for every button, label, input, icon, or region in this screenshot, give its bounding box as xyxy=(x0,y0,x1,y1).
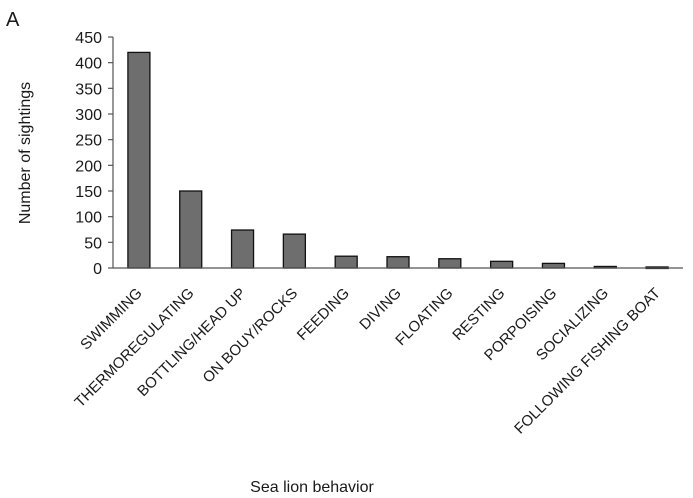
bar xyxy=(489,260,514,269)
panel-letter: A xyxy=(6,9,20,31)
y-tick-label: 250 xyxy=(75,133,102,150)
bar xyxy=(541,262,566,269)
y-axis-ticks: 0 50 100 150 200 250 300 350 400 450 xyxy=(75,30,113,278)
x-category-label: ON BOUY/ROCKS xyxy=(200,285,302,387)
bar xyxy=(127,51,151,269)
y-tick-label: 450 xyxy=(75,30,102,47)
bar xyxy=(438,258,462,269)
y-tick-label: 350 xyxy=(75,81,102,98)
y-tick-label: 400 xyxy=(75,56,102,73)
y-tick-label: 300 xyxy=(75,107,102,124)
y-tick-label: 150 xyxy=(75,184,102,201)
bar xyxy=(230,229,255,269)
bar xyxy=(282,233,307,269)
y-tick-label: 0 xyxy=(93,261,102,278)
x-category-label: DIVING xyxy=(356,285,405,334)
bars xyxy=(127,51,669,270)
bar xyxy=(386,256,410,269)
y-tick-label: 200 xyxy=(75,158,102,175)
x-category-label: FEEDING xyxy=(294,285,353,344)
bar xyxy=(179,190,203,269)
x-axis-title: Sea lion behavior xyxy=(250,479,374,496)
bar xyxy=(334,255,358,269)
y-axis-title: Number of sightings xyxy=(17,82,34,224)
y-tick-label: 100 xyxy=(75,210,102,227)
y-tick-label: 50 xyxy=(84,235,102,252)
